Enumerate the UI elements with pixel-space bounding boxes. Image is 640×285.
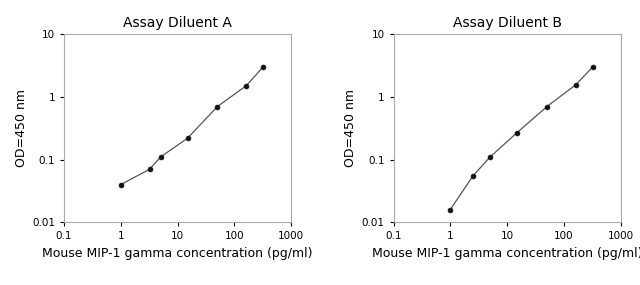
Y-axis label: OD=450 nm: OD=450 nm bbox=[15, 89, 28, 167]
Title: Assay Diluent B: Assay Diluent B bbox=[452, 16, 562, 30]
X-axis label: Mouse MIP-1 gamma concentration (pg/ml): Mouse MIP-1 gamma concentration (pg/ml) bbox=[372, 247, 640, 260]
X-axis label: Mouse MIP-1 gamma concentration (pg/ml): Mouse MIP-1 gamma concentration (pg/ml) bbox=[42, 247, 313, 260]
Title: Assay Diluent A: Assay Diluent A bbox=[123, 16, 232, 30]
Y-axis label: OD=450 nm: OD=450 nm bbox=[344, 89, 357, 167]
